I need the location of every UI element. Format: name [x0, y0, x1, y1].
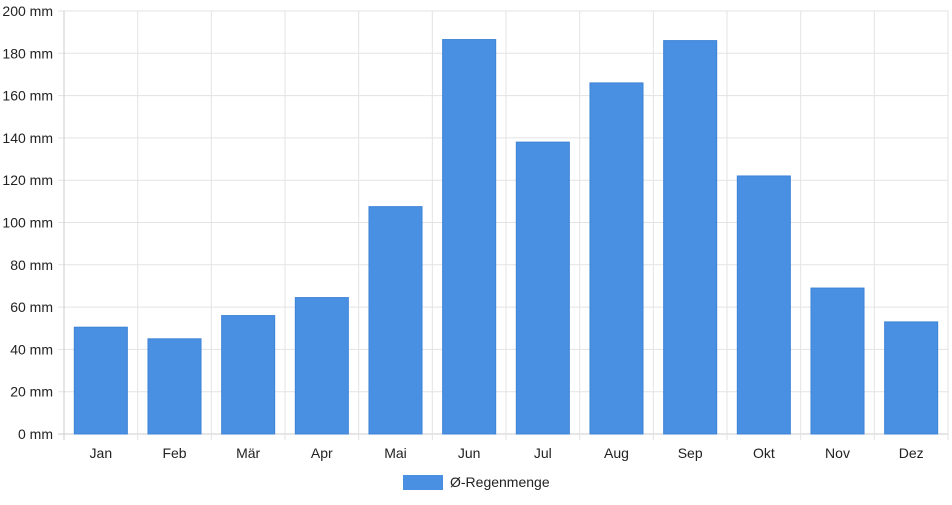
x-tick-label: Mai: [384, 445, 407, 461]
legend[interactable]: Ø-Regenmenge: [403, 474, 550, 490]
x-tick-label: Dez: [899, 445, 924, 461]
bar-apr[interactable]: [294, 297, 349, 435]
y-tick-label: 60 mm: [10, 299, 53, 315]
legend-swatch: [403, 475, 443, 490]
x-tick-label: Feb: [162, 445, 186, 461]
y-tick-label: 120 mm: [2, 172, 53, 188]
y-axis-labels: 0 mm 20 mm 40 mm 60 mm 80 mm 100 mm 120 mm 140 …: [2, 3, 53, 442]
x-tick-label: Okt: [753, 445, 775, 461]
x-tick-label: Nov: [825, 445, 850, 461]
bars: [73, 39, 939, 435]
bar-mär[interactable]: [221, 315, 276, 435]
bar-jan[interactable]: [73, 326, 128, 435]
grid-lines: [58, 10, 949, 440]
x-tick-label: Aug: [604, 445, 629, 461]
y-tick-label: 20 mm: [10, 384, 53, 400]
y-tick-label: 0 mm: [18, 426, 53, 442]
y-tick-label: 160 mm: [2, 88, 53, 104]
bar-jun[interactable]: [442, 39, 497, 435]
y-tick-label: 200 mm: [2, 3, 53, 19]
x-tick-label: Mär: [236, 445, 260, 461]
bar-nov[interactable]: [810, 287, 865, 435]
y-tick-label: 80 mm: [10, 257, 53, 273]
x-tick-label: Apr: [311, 445, 333, 461]
x-tick-label: Jan: [90, 445, 113, 461]
y-tick-label: 140 mm: [2, 130, 53, 146]
bar-jul[interactable]: [515, 141, 570, 435]
bar-feb[interactable]: [147, 338, 202, 435]
legend-label: Ø-Regenmenge: [450, 474, 550, 490]
bar-sep[interactable]: [663, 40, 718, 435]
x-axis-labels: Jan Feb Mär Apr Mai Jun Jul Aug Sep Okt Nov Dez: [90, 445, 924, 461]
y-tick-label: 40 mm: [10, 341, 53, 357]
y-tick-label: 180 mm: [2, 45, 53, 61]
bar-okt[interactable]: [736, 175, 791, 435]
bar-dez[interactable]: [884, 321, 939, 435]
bar-mai[interactable]: [368, 206, 423, 435]
x-tick-label: Sep: [678, 445, 703, 461]
x-tick-label: Jul: [534, 445, 552, 461]
bar-aug[interactable]: [589, 82, 644, 435]
x-tick-label: Jun: [458, 445, 481, 461]
y-tick-label: 100 mm: [2, 215, 53, 231]
